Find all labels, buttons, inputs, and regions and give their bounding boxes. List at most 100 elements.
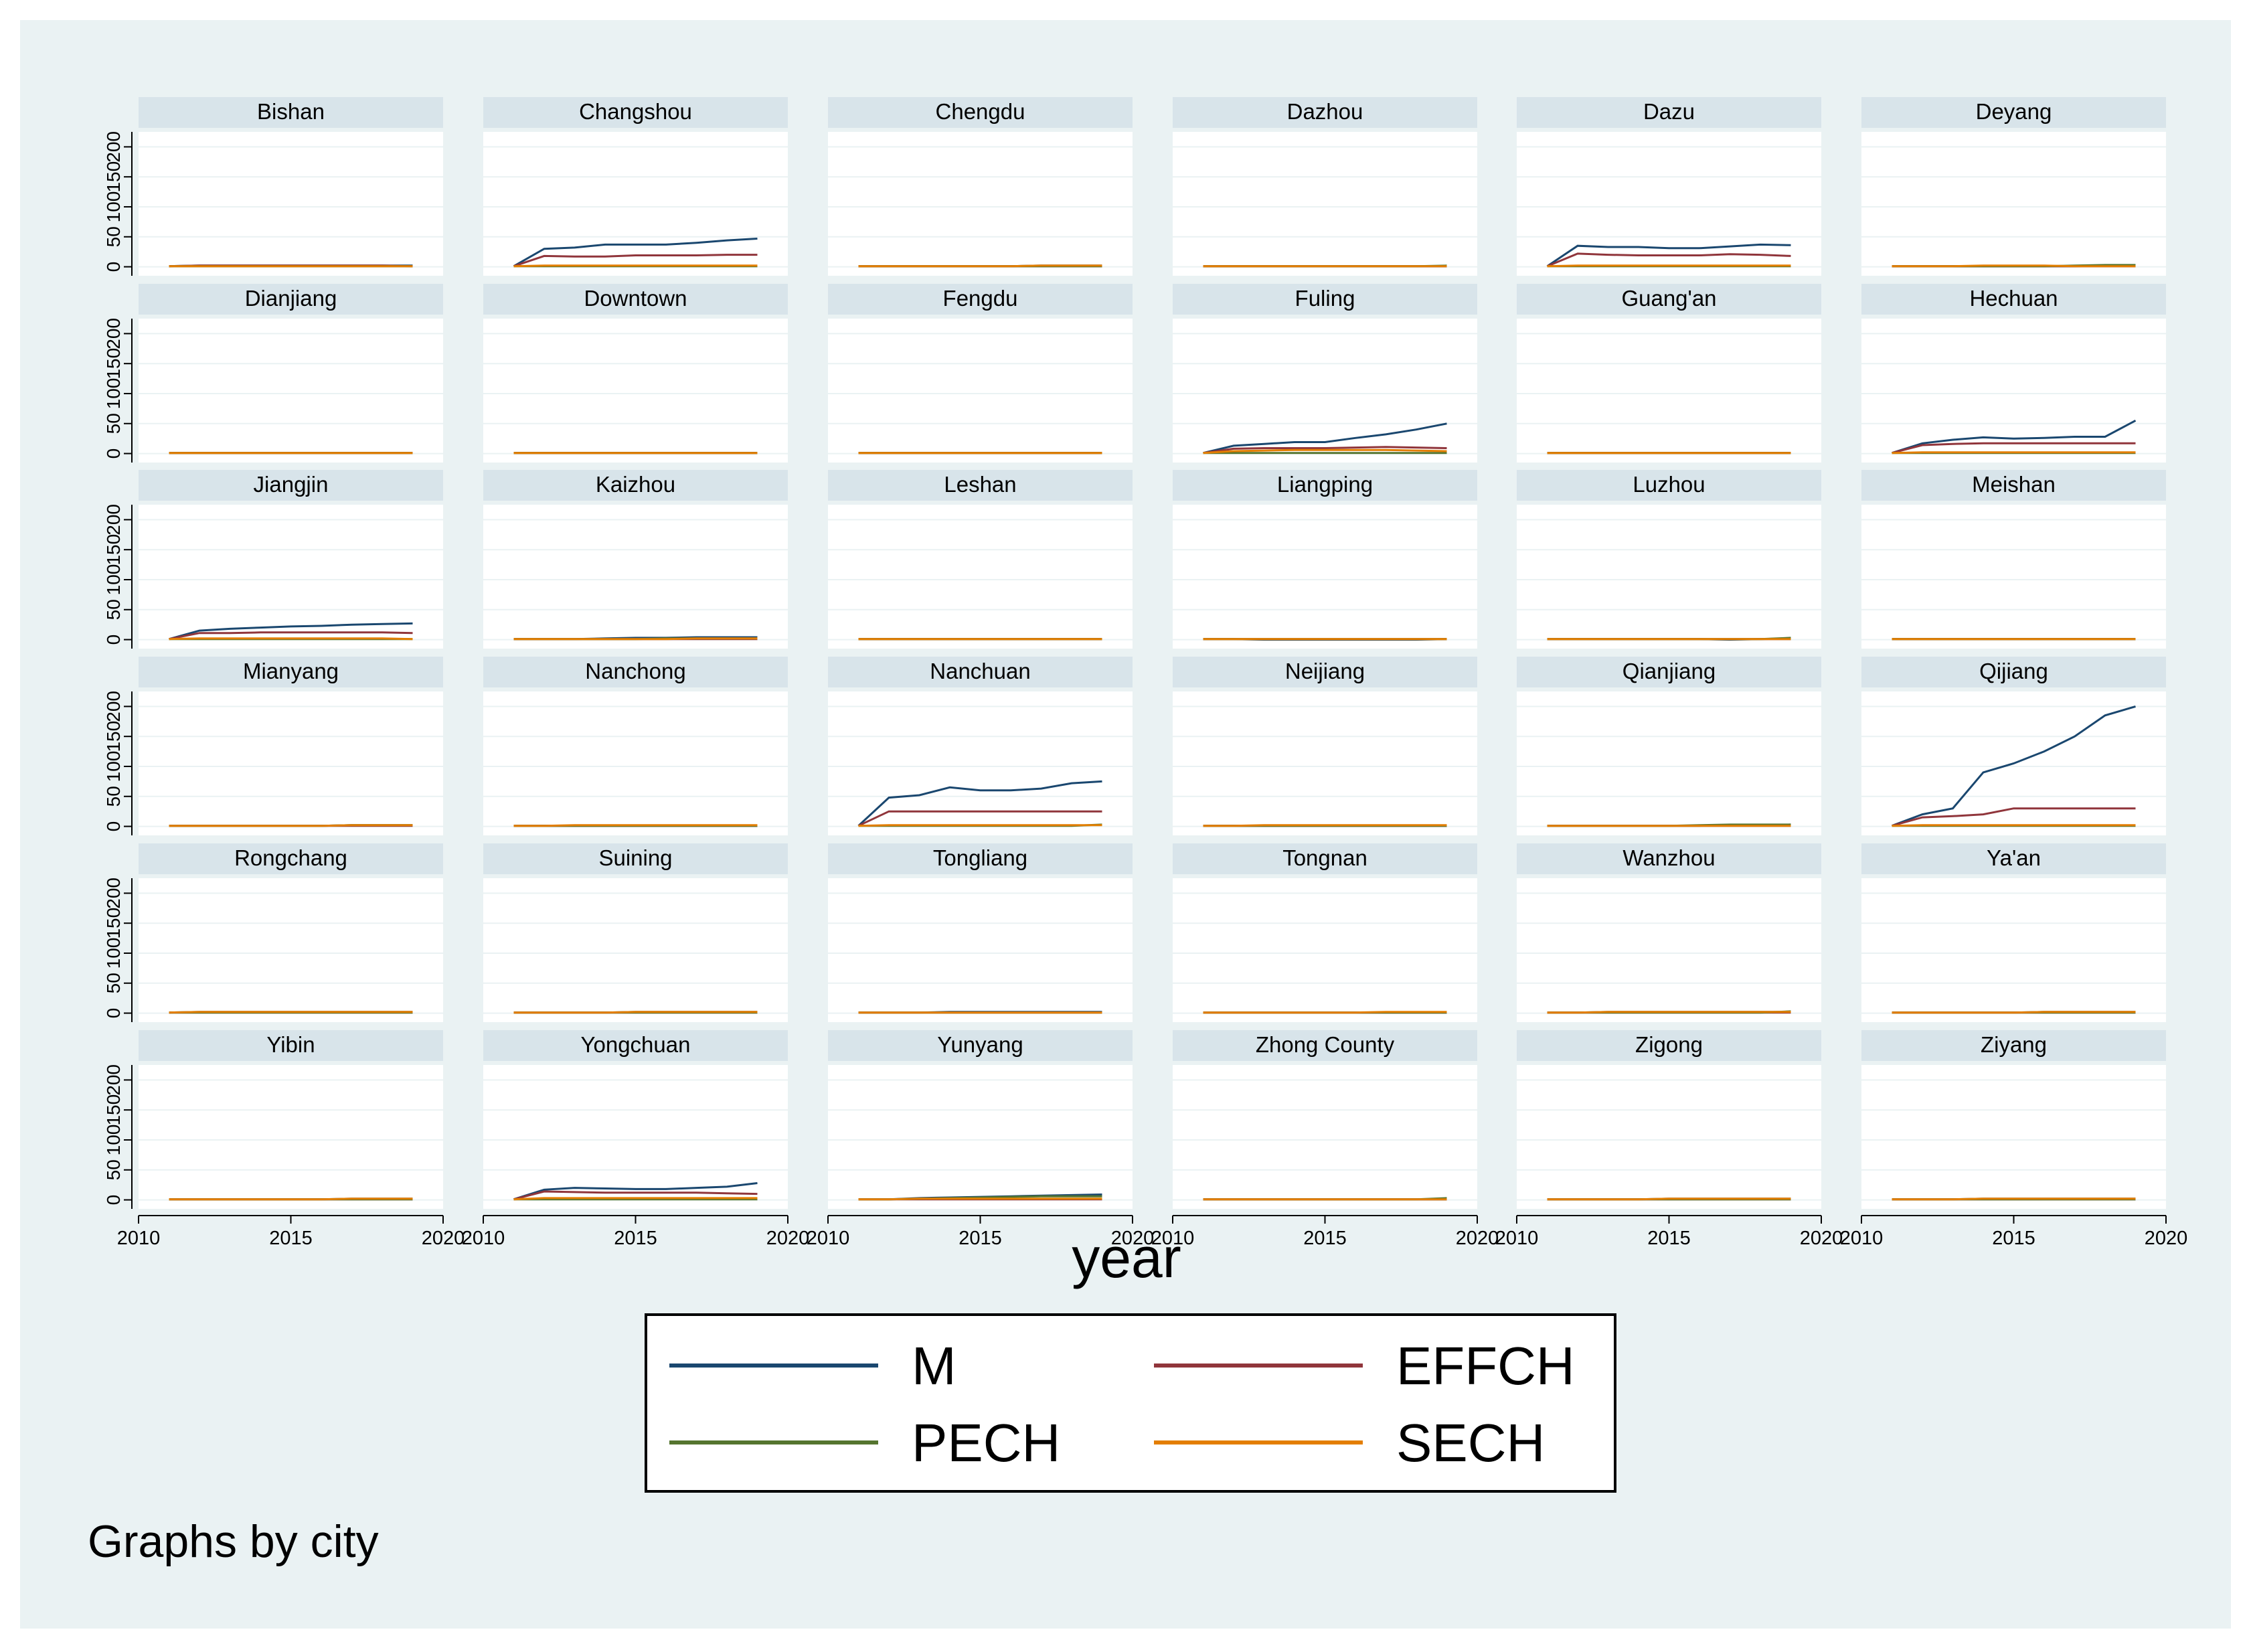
legend-label: M bbox=[912, 1336, 956, 1396]
legend-item-sech: SECH bbox=[1154, 1413, 1545, 1473]
panel-plot-area bbox=[1517, 319, 1821, 463]
panel-plot-area bbox=[828, 505, 1133, 649]
panel-strip bbox=[139, 470, 443, 501]
panel-plot-area bbox=[139, 691, 443, 835]
y-tick-label: 50 bbox=[103, 1159, 124, 1180]
panel-title: Chengdu bbox=[936, 99, 1025, 124]
panel-chengdu: Chengdu bbox=[828, 97, 1133, 276]
panel-nanchong: Nanchong bbox=[483, 657, 788, 835]
y-tick-label: 0 bbox=[103, 1195, 124, 1206]
panel-plot-area bbox=[139, 132, 443, 276]
x-tick-label: 2010 bbox=[1840, 1228, 1884, 1249]
panel-strip bbox=[139, 97, 443, 128]
panel-guang-an: Guang'an bbox=[1517, 284, 1821, 463]
y-tick-label: 100 bbox=[103, 1125, 124, 1156]
panel-plot-area bbox=[828, 132, 1133, 276]
panel-strip bbox=[1173, 657, 1477, 687]
panel-strip bbox=[1861, 657, 2166, 687]
x-tick-label: 2020 bbox=[1456, 1228, 1499, 1249]
panel-ziyang: Ziyang 2010 2015 2020 bbox=[1840, 1030, 2187, 1249]
x-axis-title: year bbox=[1072, 1226, 1181, 1289]
x-tick-label: 2015 bbox=[1303, 1228, 1347, 1249]
panel-strip bbox=[828, 470, 1133, 501]
x-tick-label: 2010 bbox=[462, 1228, 505, 1249]
panel-strip bbox=[1173, 470, 1477, 501]
panel-title: Ziyang bbox=[1981, 1032, 2047, 1057]
panel-plot-area bbox=[1861, 505, 2166, 649]
legend-item-effch: EFFCH bbox=[1154, 1336, 1575, 1396]
panel-changshou: Changshou bbox=[483, 97, 788, 276]
panel-tongliang: Tongliang bbox=[828, 843, 1133, 1022]
legend-item-pech: PECH bbox=[669, 1413, 1060, 1473]
panel-yunyang: Yunyang 2010 2015 2020 bbox=[807, 1030, 1155, 1249]
legend-label: SECH bbox=[1396, 1413, 1545, 1473]
x-tick-label: 2010 bbox=[1495, 1228, 1539, 1249]
series-line-sech bbox=[1892, 1011, 2136, 1014]
panel-leshan: Leshan bbox=[828, 470, 1133, 649]
panel-title: Yibin bbox=[266, 1032, 315, 1057]
panel-plot-area bbox=[828, 691, 1133, 835]
panel-tongnan: Tongnan bbox=[1173, 843, 1477, 1022]
series-line-m bbox=[1892, 419, 2137, 455]
panel-plot-area bbox=[1861, 878, 2166, 1022]
panel-strip bbox=[483, 284, 788, 315]
y-tick-label: 100 bbox=[103, 564, 124, 596]
panel-strip bbox=[483, 97, 788, 128]
panel-title: Yunyang bbox=[937, 1032, 1023, 1057]
panel-strip bbox=[1173, 284, 1477, 315]
panel-title: Guang'an bbox=[1621, 286, 1716, 311]
panel-title: Changshou bbox=[579, 99, 692, 124]
panel-downtown: Downtown bbox=[483, 284, 788, 463]
panel-dazu: Dazu bbox=[1517, 97, 1821, 276]
series-line-m bbox=[857, 780, 1102, 827]
x-tick-label: 2020 bbox=[1111, 1228, 1155, 1249]
panel-title: Dianjiang bbox=[245, 286, 337, 311]
y-tick-label: 50 bbox=[103, 599, 124, 620]
panel-yongchuan: Yongchuan 2010 2015 2020 bbox=[462, 1030, 809, 1249]
series-line-m bbox=[1546, 243, 1791, 267]
y-tick-label: 150 bbox=[103, 348, 124, 380]
panel-plot-area bbox=[1517, 691, 1821, 835]
panel-strip bbox=[1861, 470, 2166, 501]
note-text: Graphs by city bbox=[88, 1516, 379, 1567]
y-tick-label: 200 bbox=[103, 504, 124, 535]
panel-strip bbox=[828, 843, 1133, 874]
panel-plot-area bbox=[1173, 505, 1477, 649]
panel-strip bbox=[483, 843, 788, 874]
panel-strip bbox=[1517, 1030, 1821, 1061]
panel-meishan: Meishan bbox=[1861, 470, 2166, 649]
panel-title: Fengdu bbox=[943, 286, 1018, 311]
y-tick-label: 0 bbox=[103, 448, 124, 459]
panel-plot-area bbox=[828, 878, 1133, 1022]
panel-suining: Suining bbox=[483, 843, 788, 1022]
x-tick-label: 2010 bbox=[1151, 1228, 1195, 1249]
y-tick-label: 50 bbox=[103, 413, 124, 434]
series-line-effch bbox=[1892, 807, 2136, 827]
panel-title: Tongliang bbox=[933, 845, 1027, 870]
panel-plot-area bbox=[1173, 691, 1477, 835]
panel-luzhou: Luzhou bbox=[1517, 470, 1821, 649]
y-tick-label: 50 bbox=[103, 226, 124, 247]
panel-title: Luzhou bbox=[1633, 472, 1705, 497]
panel-plot-area bbox=[828, 1065, 1133, 1209]
panel-title: Tongnan bbox=[1282, 845, 1367, 870]
y-tick-label: 0 bbox=[103, 262, 124, 272]
panel-strip bbox=[828, 657, 1133, 687]
series-line-sech bbox=[513, 824, 758, 827]
panel-strip bbox=[139, 657, 443, 687]
panel-plot-area bbox=[483, 691, 788, 835]
x-tick-label: 2015 bbox=[1647, 1228, 1691, 1249]
panel-title: Nanchuan bbox=[930, 659, 1030, 683]
panel-title: Yongchuan bbox=[581, 1032, 691, 1057]
y-tick-label: 200 bbox=[103, 691, 124, 722]
panel-fuling: Fuling bbox=[1173, 284, 1477, 463]
panel-strip bbox=[1517, 843, 1821, 874]
y-tick-label: 100 bbox=[103, 938, 124, 969]
series-line-sech bbox=[1547, 1011, 1791, 1014]
panel-hechuan: Hechuan bbox=[1861, 284, 2166, 463]
panel-strip bbox=[1517, 284, 1821, 315]
